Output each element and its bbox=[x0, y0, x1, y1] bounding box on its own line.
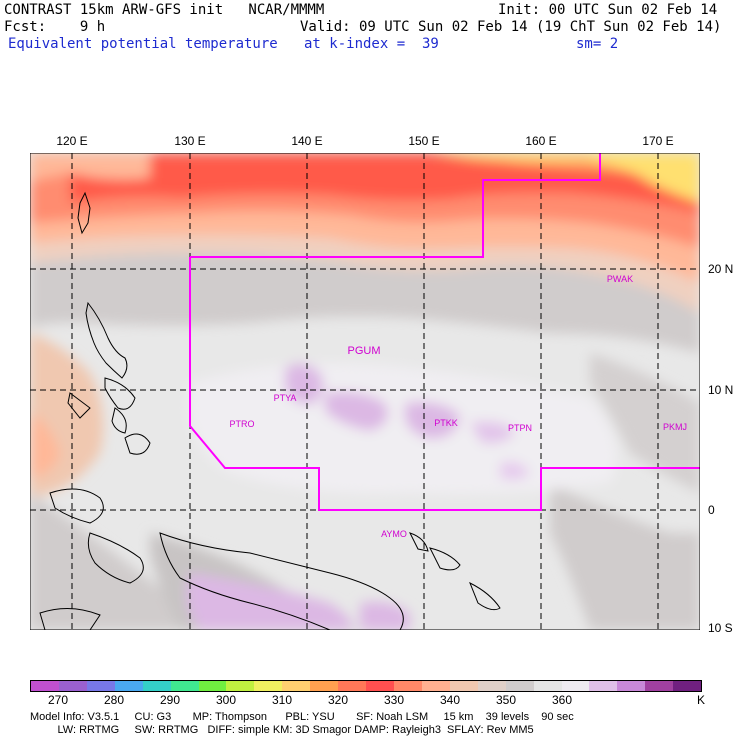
station-aymo: AYMO bbox=[381, 529, 407, 539]
model-info-line1: Model Info: V3.5.1 CU: G3 MP: Thompson P… bbox=[30, 711, 574, 723]
model-info-line2: LW: RRTMG SW: RRTMG DIFF: simple KM: 3D … bbox=[30, 724, 534, 736]
colorbar-swatch bbox=[31, 681, 59, 691]
colorbar-tick-label: 280 bbox=[103, 693, 125, 707]
lat-label-20n: 20 N bbox=[708, 262, 734, 276]
field-name: Equivalent potential temperature bbox=[8, 36, 278, 52]
lon-label-140e: 140 E bbox=[291, 134, 323, 148]
station-pgum: PGUM bbox=[347, 345, 381, 357]
colorbar-swatch bbox=[86, 681, 115, 691]
colorbar-swatch bbox=[505, 681, 534, 691]
colorbar-swatch bbox=[449, 681, 478, 691]
colorbar-tick-label: 270 bbox=[47, 693, 69, 707]
smoothing-info: sm= 2 bbox=[576, 36, 619, 52]
station-pkmj: PKMJ bbox=[662, 422, 688, 432]
colorbar-swatch bbox=[310, 681, 339, 691]
colorbar-tick-label: 300 bbox=[215, 693, 237, 707]
colorbar-tick-label: 340 bbox=[439, 693, 461, 707]
colorbar-swatch bbox=[589, 681, 618, 691]
colorbar-swatch bbox=[561, 681, 590, 691]
init-time: Init: 00 UTC Sun 02 Feb 14 bbox=[498, 2, 718, 18]
colorbar-swatch bbox=[366, 681, 394, 691]
coastlines bbox=[39, 191, 501, 630]
colorbar-swatch bbox=[617, 681, 646, 691]
station-ptya: PTYA bbox=[273, 393, 297, 403]
colorbar-tick-label: 320 bbox=[327, 693, 349, 707]
colorbar-unit: K bbox=[697, 693, 706, 707]
colorbar bbox=[30, 680, 702, 692]
title: CONTRAST 15km ARW-GFS init NCAR/MMMM bbox=[4, 2, 325, 18]
colorbar-swatch bbox=[338, 681, 367, 691]
colorbar-tick-label: 310 bbox=[271, 693, 293, 707]
lat-label-equator: 0 bbox=[708, 503, 715, 517]
station-ptkk: PTKK bbox=[434, 418, 458, 428]
station-ptpn: PTPN bbox=[507, 423, 533, 433]
colorbar-swatch bbox=[114, 681, 143, 691]
lon-label-130e: 130 E bbox=[174, 134, 206, 148]
colorbar-swatch bbox=[198, 681, 227, 691]
valid-time: Valid: 09 UTC Sun 02 Feb 14 (19 ChT Sun … bbox=[300, 19, 722, 35]
fir-boundary bbox=[189, 153, 700, 511]
lon-label-170e: 170 E bbox=[642, 134, 674, 148]
colorbar-swatch bbox=[226, 681, 255, 691]
colorbar-swatch bbox=[254, 681, 283, 691]
lon-label-150e: 150 E bbox=[408, 134, 440, 148]
forecast-hour: Fcst: 9 h bbox=[4, 19, 106, 35]
colorbar-swatch bbox=[673, 681, 702, 691]
lon-label-160e: 160 E bbox=[525, 134, 557, 148]
colorbar-swatch bbox=[533, 681, 562, 691]
colorbar-swatch bbox=[58, 681, 87, 691]
lon-label-120e: 120 E bbox=[56, 134, 88, 148]
station-ptro: PTRO bbox=[229, 419, 255, 429]
map-panel bbox=[30, 153, 700, 630]
station-pwak: PWAK bbox=[606, 274, 634, 284]
colorbar-swatch bbox=[282, 681, 311, 691]
colorbar-tick-label: 290 bbox=[159, 693, 181, 707]
colorbar-tick-label: 350 bbox=[495, 693, 517, 707]
colorbar-tick-label: 330 bbox=[383, 693, 405, 707]
colorbar-swatch bbox=[477, 681, 506, 691]
colorbar-swatch bbox=[421, 681, 450, 691]
colorbar-swatch bbox=[170, 681, 199, 691]
level-info: at k-index = 39 bbox=[304, 36, 439, 52]
colorbar-swatch bbox=[142, 681, 171, 691]
lat-label-10s: 10 S bbox=[708, 621, 733, 635]
colorbar-tick-label: 360 bbox=[551, 693, 573, 707]
colorbar-swatch bbox=[645, 681, 674, 691]
lat-label-10n: 10 N bbox=[708, 383, 734, 397]
colorbar-swatch bbox=[393, 681, 422, 691]
